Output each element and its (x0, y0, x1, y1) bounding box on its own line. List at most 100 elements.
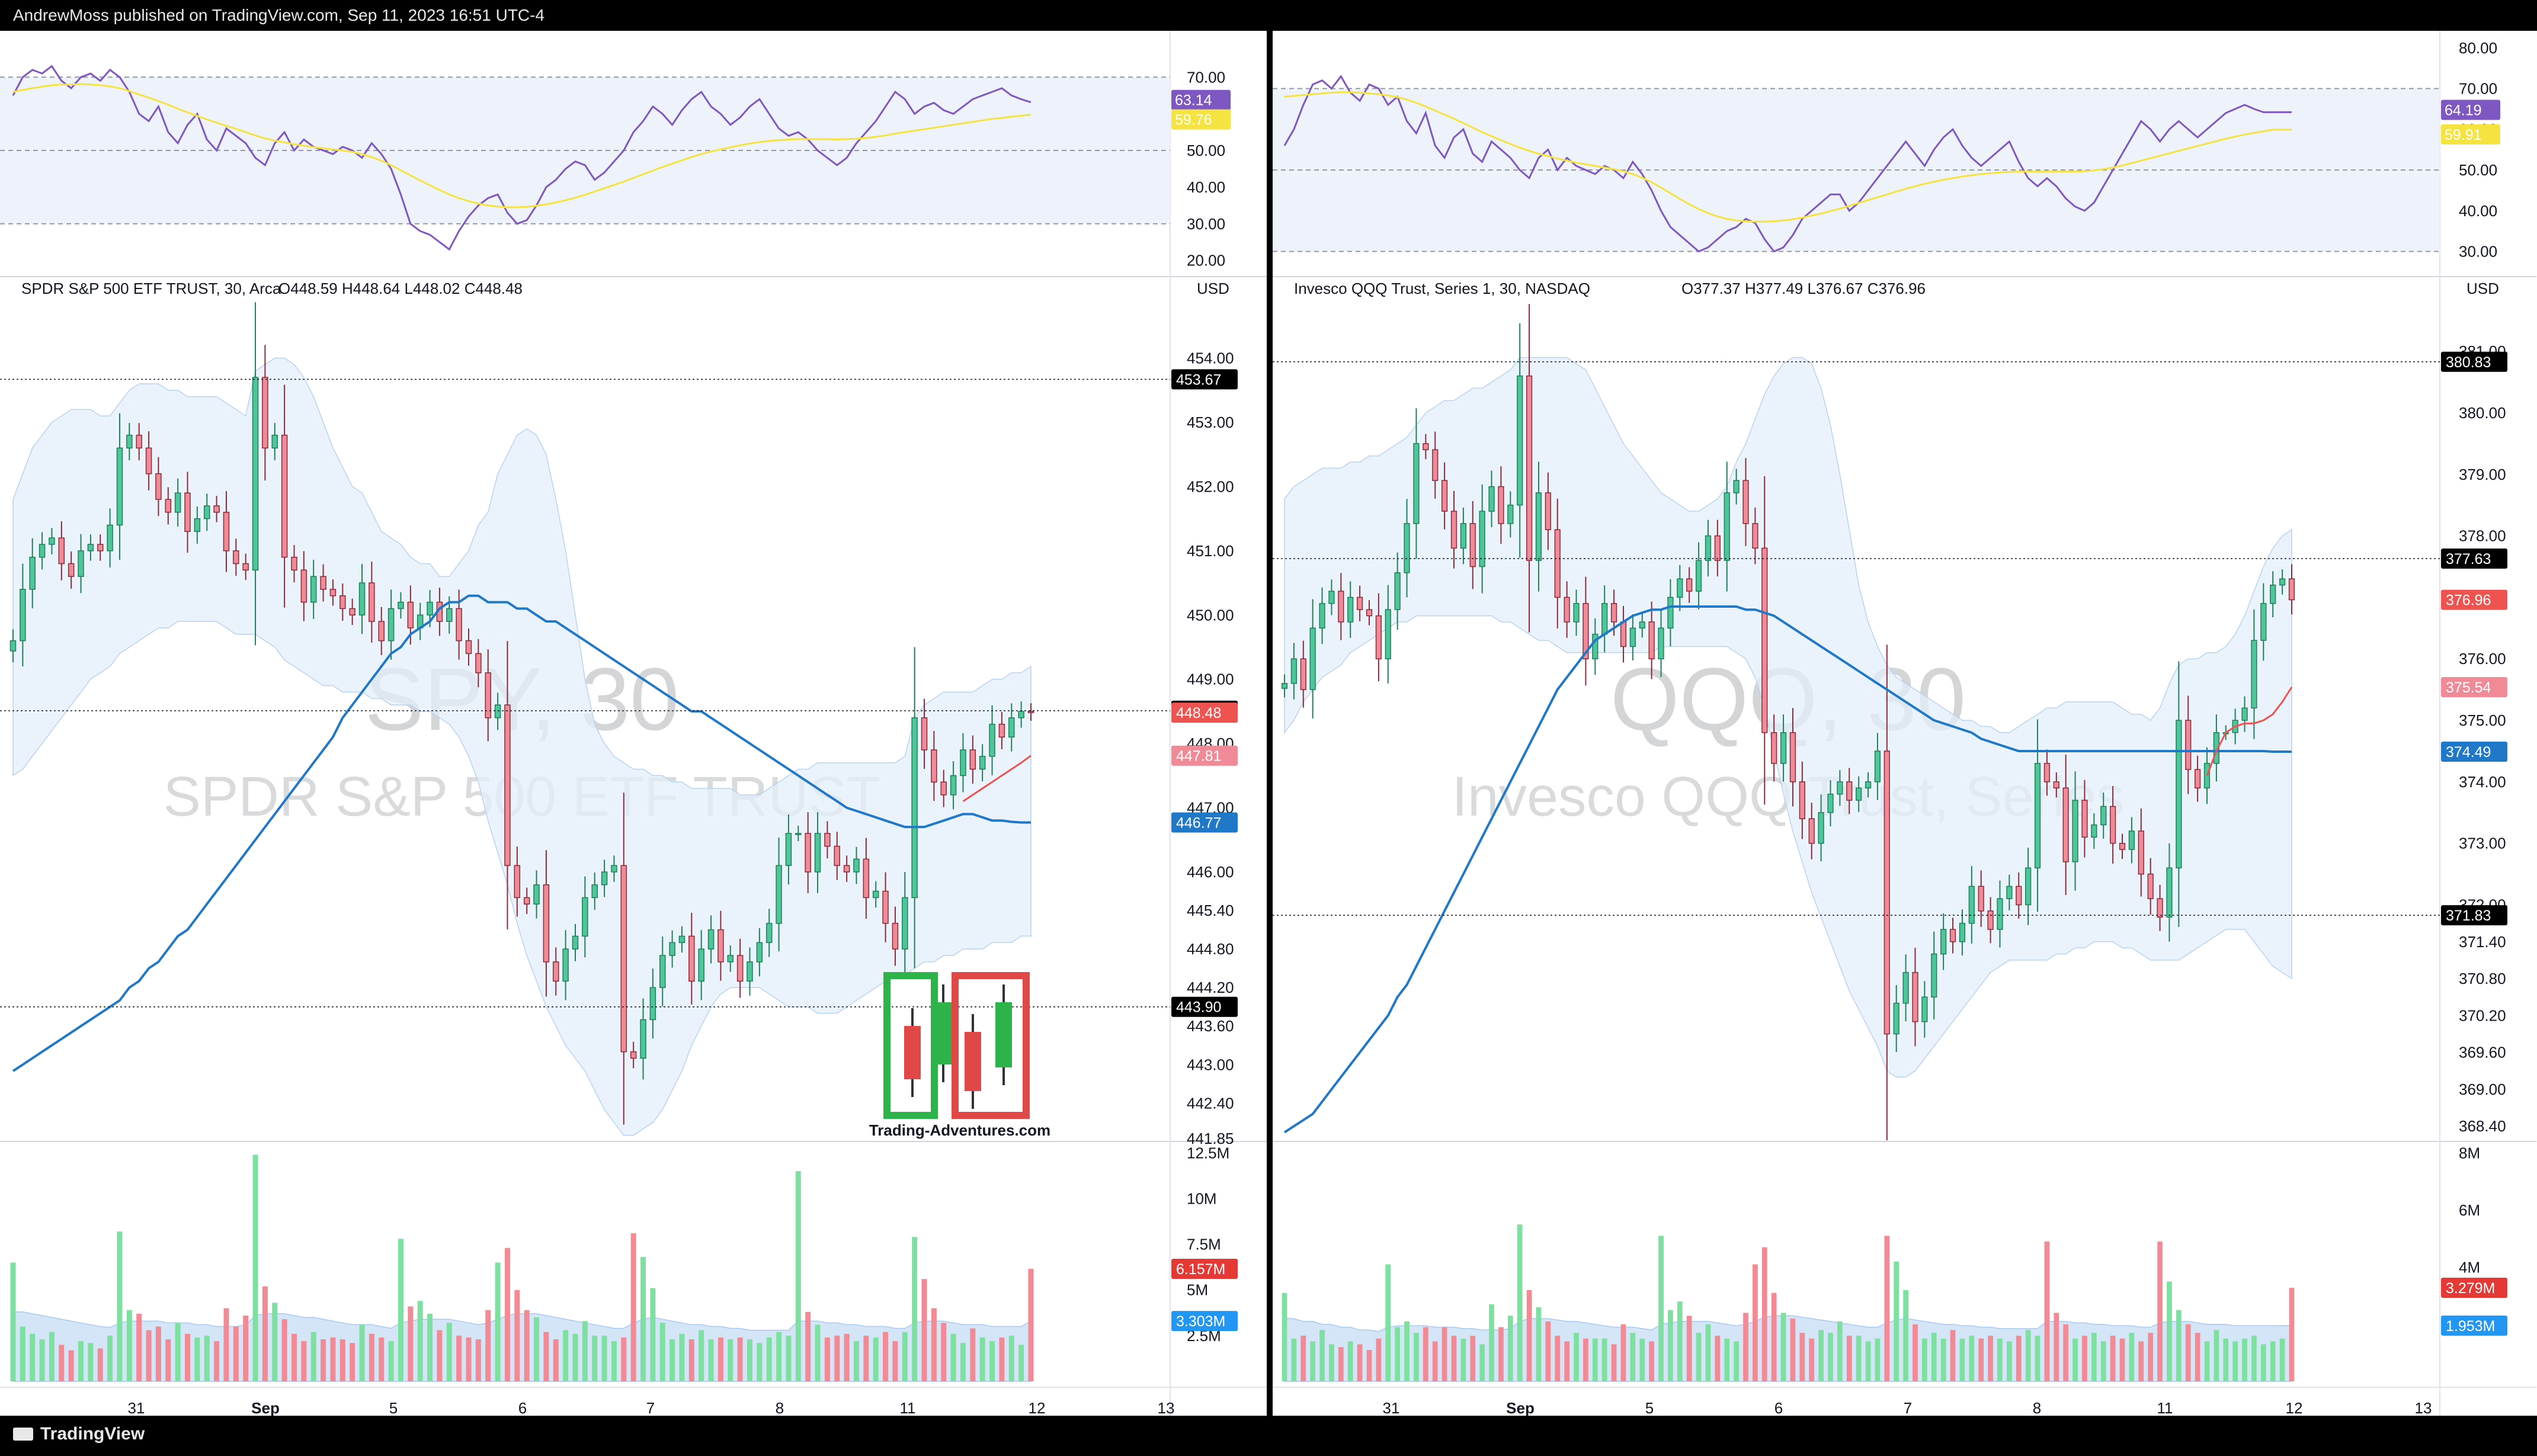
volume-bar (1780, 1313, 1786, 1381)
candle (2157, 898, 2163, 918)
volume-bar (1734, 1341, 1739, 1381)
time-tick-label: Sep (251, 1399, 280, 1416)
time-tick-label: 31 (128, 1399, 145, 1416)
candle (165, 499, 172, 513)
volume-bar (1347, 1341, 1353, 1381)
volume-bar (2232, 1341, 2238, 1381)
volume-bar (68, 1350, 74, 1381)
candle (620, 865, 627, 1053)
volume-bar (2148, 1333, 2154, 1381)
candle (843, 865, 850, 873)
volume-bar (688, 1339, 694, 1381)
candle (2034, 762, 2041, 868)
volume-bar (2100, 1341, 2106, 1381)
candle (960, 749, 966, 777)
candle (223, 512, 230, 551)
currency-label: USD (1197, 280, 1229, 297)
candle (281, 434, 288, 558)
volume-bar (1696, 1333, 1702, 1381)
volume-bar (1884, 1236, 1890, 1381)
price-tick-label: 446.00 (1187, 863, 1234, 881)
price-tick-label: 380.00 (2459, 404, 2506, 422)
currency-label: USD (2466, 280, 2499, 297)
volume-bar (146, 1330, 152, 1381)
volume-bar (223, 1308, 229, 1381)
volume-bar (514, 1290, 520, 1381)
volume-value-label-text: 6.157M (1176, 1261, 1225, 1278)
volume-bar (534, 1317, 540, 1381)
candle (446, 608, 453, 622)
price-value-label-text: 446.77 (1176, 815, 1221, 832)
candle (1404, 523, 1410, 573)
candle (1319, 603, 1325, 629)
volume-bar (1319, 1330, 1325, 1381)
volume-bar (126, 1310, 132, 1381)
candle (2251, 640, 2257, 709)
candle (1554, 529, 1561, 598)
volume-bar (1507, 1316, 1513, 1381)
volume-bar (291, 1333, 297, 1381)
volume-bar (1376, 1338, 1382, 1381)
footer-bar: TradingView (0, 1416, 2537, 1456)
volume-bar (1997, 1338, 2003, 1381)
candle (174, 492, 181, 513)
candle (649, 987, 656, 1021)
volume-bar (592, 1335, 598, 1381)
spy-chart-panel[interactable]: 70.0050.0040.0030.0020.0063.1459.76SPY, … (0, 31, 1267, 1416)
candle (979, 756, 986, 770)
volume-value-label-text: 3.279M (2446, 1280, 2495, 1297)
volume-bar (1705, 1324, 1711, 1381)
candle (2016, 886, 2022, 906)
candle (805, 833, 811, 873)
time-tick-label: 8 (2033, 1399, 2041, 1416)
candle (1742, 480, 1749, 524)
candle (1752, 523, 1758, 549)
volume-bar (2157, 1241, 2163, 1381)
candle (1564, 596, 1570, 623)
volume-bar (59, 1345, 65, 1381)
volume-bar (873, 1337, 879, 1381)
candle (1507, 504, 1514, 524)
volume-bar (950, 1333, 956, 1381)
candle (562, 948, 569, 982)
candle (669, 942, 675, 956)
candle (1432, 449, 1439, 481)
price-tick-label: 454.00 (1187, 349, 1234, 367)
candle (1705, 535, 1712, 561)
candle (1714, 535, 1721, 561)
candle (310, 576, 317, 603)
volume-bar (853, 1341, 859, 1381)
candle (872, 890, 879, 899)
volume-bar (824, 1337, 830, 1381)
ohlc-readout: O377.37 H377.49 L376.67 C376.96 (1681, 280, 1926, 297)
volume-bar (117, 1231, 123, 1381)
volume-bar (902, 1332, 908, 1381)
candle (543, 884, 550, 963)
volume-bar (2176, 1310, 2182, 1381)
volume-bar (2110, 1335, 2116, 1381)
candle (2260, 603, 2267, 641)
candle (9, 640, 17, 652)
tradingview-logo[interactable]: TradingView (13, 1424, 145, 1444)
volume-bar (155, 1326, 161, 1381)
volume-bar (921, 1279, 927, 1381)
volume-bar (504, 1247, 510, 1381)
candle (756, 942, 763, 963)
volume-bar (2270, 1341, 2276, 1381)
volume-bar (640, 1257, 646, 1381)
volume-bar (1291, 1338, 1297, 1381)
candle (1441, 480, 1448, 512)
candle (349, 608, 355, 616)
candle (1686, 578, 1693, 592)
rsi-value-label (1171, 89, 1231, 110)
time-tick-label: 7 (646, 1399, 655, 1416)
candle (989, 723, 995, 757)
candle (465, 640, 472, 655)
qqq-chart-panel[interactable]: 80.0070.0060.0050.0040.0030.0064.1959.91… (1273, 31, 2537, 1416)
volume-bar (747, 1339, 753, 1381)
candle (940, 781, 947, 796)
candle (911, 717, 918, 899)
candle (707, 929, 715, 950)
candle (78, 550, 84, 577)
volume-bar (1686, 1316, 1692, 1381)
